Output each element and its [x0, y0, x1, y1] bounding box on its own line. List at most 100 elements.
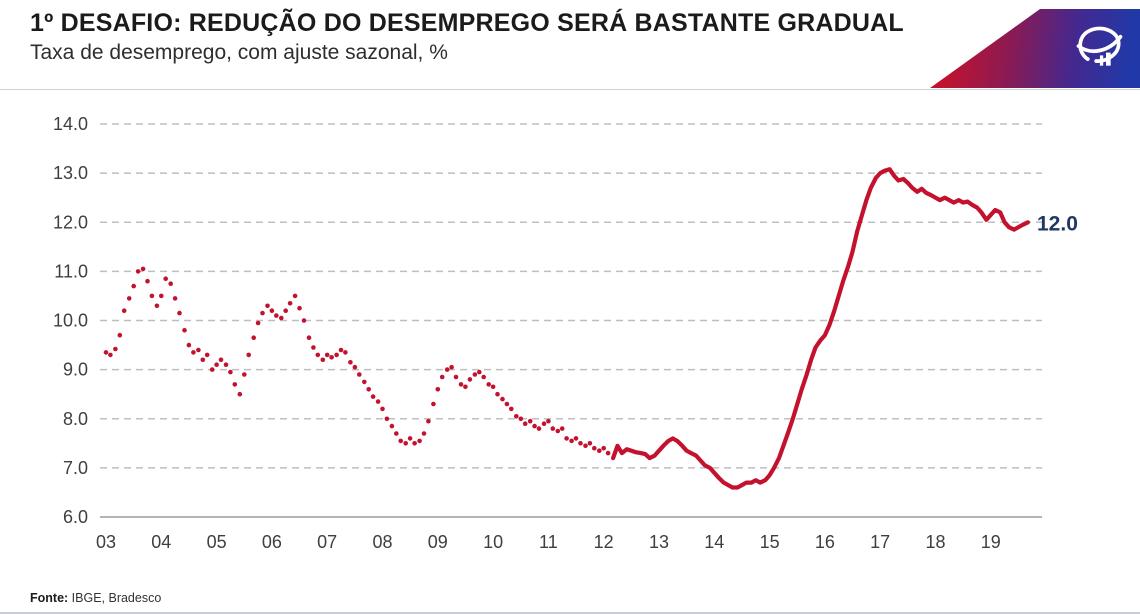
data-point-dot	[121, 308, 127, 313]
data-point-dot	[569, 438, 574, 444]
data-point-dot	[209, 367, 215, 372]
data-point-dot	[380, 406, 385, 412]
data-point-dot	[279, 315, 284, 321]
source-label: Fonte:	[30, 591, 69, 605]
x-tick-label: 09	[428, 532, 448, 552]
data-point-dot	[550, 426, 556, 431]
y-tick-label: 9.0	[63, 360, 88, 380]
data-point-dot	[297, 305, 302, 311]
data-point-dot	[287, 301, 293, 306]
x-tick-label: 13	[649, 532, 669, 552]
x-tick-label: 17	[870, 532, 890, 552]
data-point-dot	[426, 418, 431, 424]
data-point-dot	[555, 428, 561, 434]
x-tick-label: 14	[704, 532, 724, 552]
data-point-dot	[490, 384, 496, 390]
data-point-dot	[255, 320, 261, 326]
data-point-dot	[306, 335, 312, 340]
data-point-dot	[265, 303, 270, 309]
data-point-dot	[431, 401, 436, 407]
data-point-dot	[477, 369, 482, 375]
data-point-dot	[435, 387, 441, 392]
data-point-dot	[149, 293, 155, 299]
page-title: 1º DESAFIO: REDUÇÃO DO DESEMPREGO SERÁ B…	[30, 9, 904, 37]
data-point-dot	[154, 303, 160, 309]
x-tick-label: 19	[981, 532, 1001, 552]
data-point-dot	[131, 283, 136, 289]
x-tick-label: 16	[815, 532, 835, 552]
data-point-dot	[587, 441, 593, 446]
data-point-dot	[113, 346, 118, 352]
data-point-dot	[186, 342, 192, 348]
data-point-dot	[398, 438, 404, 444]
data-point-dot	[338, 347, 344, 353]
x-tick-label: 05	[207, 532, 227, 552]
x-tick-label: 07	[317, 532, 337, 552]
page-subtitle: Taxa de desemprego, com ajuste sazonal, …	[30, 41, 448, 64]
data-point-dot	[541, 421, 547, 427]
data-point-dot	[348, 360, 353, 365]
data-point-dot	[200, 357, 206, 363]
bradesco-logo-icon	[1076, 26, 1123, 66]
x-tick-label: 06	[262, 532, 282, 552]
data-point-dot	[444, 367, 450, 372]
data-point-dot	[172, 296, 178, 301]
data-point-dot	[182, 328, 187, 333]
data-point-dot	[532, 423, 537, 429]
data-point-dot	[407, 436, 413, 441]
data-point-dot	[453, 374, 459, 380]
data-point-dot	[269, 308, 275, 313]
data-point-dot	[246, 352, 251, 358]
data-point-dot	[204, 352, 210, 358]
data-point-dot	[283, 308, 289, 313]
y-tick-label: 12.0	[53, 212, 88, 232]
data-point-dot	[384, 416, 390, 422]
data-point-dot	[514, 414, 519, 419]
data-point-dot	[403, 441, 409, 446]
data-point-dot	[486, 382, 492, 387]
data-point-dot	[214, 362, 219, 368]
data-point-dot	[467, 377, 473, 382]
data-point-dot	[394, 431, 399, 436]
data-line	[611, 167, 1030, 490]
data-point-dot	[324, 352, 330, 358]
data-point-dot	[237, 391, 243, 397]
data-point-dot	[509, 406, 514, 412]
data-point-dot	[417, 438, 422, 444]
y-tick-label: 10.0	[53, 311, 88, 331]
data-point-dot	[564, 436, 569, 441]
y-tick-label: 11.0	[54, 261, 88, 281]
data-point-dot	[343, 350, 348, 355]
data-point-dot	[135, 269, 141, 274]
x-tick-label: 10	[483, 532, 503, 552]
data-point-dot	[601, 445, 606, 451]
data-point-dot	[108, 352, 113, 358]
data-point-dot	[242, 372, 247, 377]
data-point-dot	[117, 332, 123, 338]
x-tick-label: 15	[760, 532, 780, 552]
data-point-dot	[177, 310, 182, 316]
data-point-dot	[522, 421, 528, 427]
y-tick-label: 7.0	[63, 458, 88, 478]
y-tick-label: 13.0	[53, 163, 88, 183]
x-tick-label: 18	[925, 532, 945, 552]
data-point-dot	[504, 401, 510, 407]
data-point-dot	[370, 394, 376, 399]
data-point-dot	[168, 281, 173, 286]
data-point-dot	[375, 399, 381, 404]
data-point-dot	[357, 372, 362, 377]
x-tick-label: 11	[539, 532, 558, 552]
data-point-dot	[439, 374, 445, 380]
data-point-dot	[126, 296, 132, 301]
footer: Fonte: IBGE, Bradesco	[30, 591, 161, 605]
data-point-dot	[559, 426, 565, 431]
data-point-dot	[145, 278, 150, 284]
data-point-dot	[223, 362, 229, 368]
data-point-dot	[228, 369, 233, 375]
data-point-dot	[449, 364, 454, 370]
data-point-dot	[605, 450, 611, 456]
data-point-dot	[320, 357, 326, 363]
data-point-dot	[352, 364, 358, 370]
data-point-dot	[334, 352, 339, 358]
